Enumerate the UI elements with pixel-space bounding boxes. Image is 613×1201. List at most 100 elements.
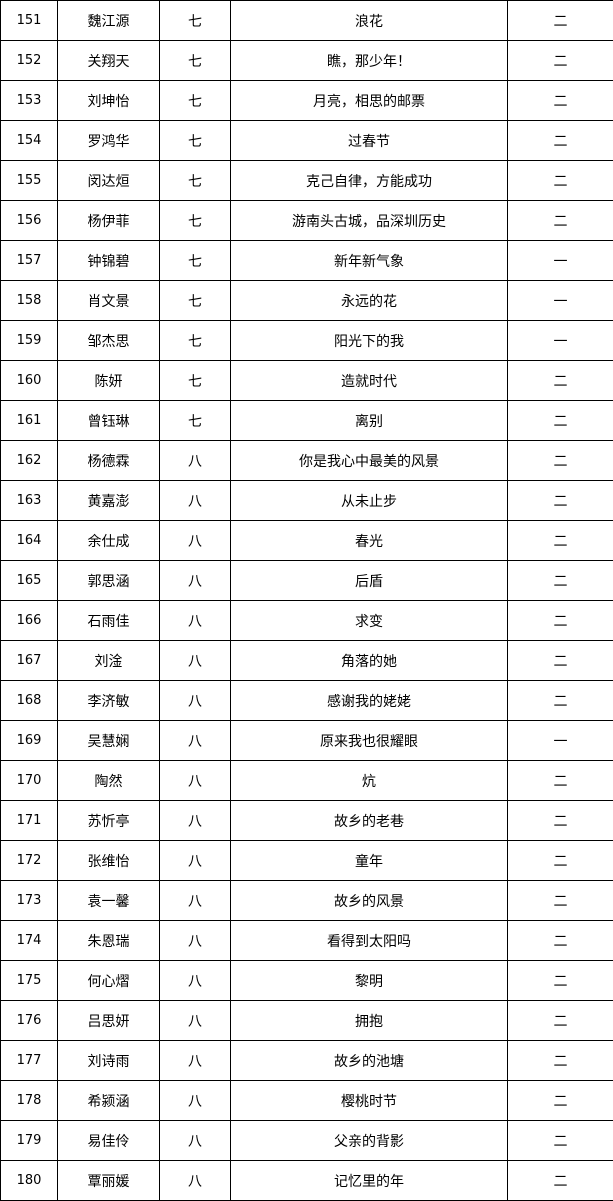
essay-title-cell: 浪花 (230, 0, 508, 41)
serial-number-cell: 171 (0, 800, 58, 841)
grade-cell: 八 (159, 920, 231, 961)
student-name-cell: 何心熠 (57, 960, 160, 1001)
grade-cell: 八 (159, 1040, 231, 1081)
grade-cell: 八 (159, 1080, 231, 1121)
table-row: 158 肖文景七永远的花一 (0, 280, 613, 321)
grade-cell: 七 (159, 120, 231, 161)
award-level-cell: 二 (507, 800, 613, 841)
award-level-cell: 二 (507, 520, 613, 561)
grade-cell: 七 (159, 320, 231, 361)
essay-title-cell: 离别 (230, 400, 508, 441)
table-row: 155 闵达烜七克己自律，方能成功二 (0, 160, 613, 201)
table-row: 163 黄嘉澎八从未止步二 (0, 480, 613, 521)
serial-number-cell: 169 (0, 720, 58, 761)
table-row: 165 郭思涵八后盾二 (0, 560, 613, 601)
student-name-cell: 张维怡 (57, 840, 160, 881)
grade-cell: 七 (159, 80, 231, 121)
serial-number-cell: 164 (0, 520, 58, 561)
table-row: 167 刘淦八角落的她二 (0, 640, 613, 681)
student-name-cell: 吕思妍 (57, 1000, 160, 1041)
award-level-cell: 二 (507, 1000, 613, 1041)
essay-title-cell: 阳光下的我 (230, 320, 508, 361)
student-name-cell: 陶然 (57, 760, 160, 801)
table-row: 168 李济敏八感谢我的姥姥二 (0, 680, 613, 721)
student-name-cell: 陈妍 (57, 360, 160, 401)
student-name-cell: 覃丽媛 (57, 1160, 160, 1201)
serial-number-cell: 160 (0, 360, 58, 401)
table-row: 157 钟锦碧七新年新气象一 (0, 240, 613, 281)
award-level-cell: 二 (507, 360, 613, 401)
student-name-cell: 邹杰思 (57, 320, 160, 361)
grade-cell: 八 (159, 880, 231, 921)
table-row: 161 曾钰琳七离别二 (0, 400, 613, 441)
award-level-cell: 一 (507, 320, 613, 361)
student-name-cell: 希颍涵 (57, 1080, 160, 1121)
table-row: 154 罗鸿华七过春节二 (0, 120, 613, 161)
serial-number-cell: 170 (0, 760, 58, 801)
table-row: 166 石雨佳八求变二 (0, 600, 613, 641)
essay-title-cell: 角落的她 (230, 640, 508, 681)
table-row: 164 余仕成八春光二 (0, 520, 613, 561)
serial-number-cell: 156 (0, 200, 58, 241)
grade-cell: 八 (159, 1000, 231, 1041)
essay-title-cell: 春光 (230, 520, 508, 561)
serial-number-cell: 166 (0, 600, 58, 641)
award-level-cell: 二 (507, 80, 613, 121)
award-level-cell: 二 (507, 400, 613, 441)
grade-cell: 八 (159, 440, 231, 481)
grade-cell: 八 (159, 560, 231, 601)
table-row: 177 刘诗雨八故乡的池塘二 (0, 1040, 613, 1081)
serial-number-cell: 177 (0, 1040, 58, 1081)
serial-number-cell: 152 (0, 40, 58, 81)
student-name-cell: 关翔天 (57, 40, 160, 81)
student-name-cell: 郭思涵 (57, 560, 160, 601)
essay-title-cell: 黎明 (230, 960, 508, 1001)
student-name-cell: 闵达烜 (57, 160, 160, 201)
grade-cell: 八 (159, 800, 231, 841)
student-name-cell: 罗鸿华 (57, 120, 160, 161)
award-level-cell: 二 (507, 120, 613, 161)
essay-title-cell: 记忆里的年 (230, 1160, 508, 1201)
table-row: 152 关翔天七瞧，那少年！二 (0, 40, 613, 81)
essay-title-cell: 拥抱 (230, 1000, 508, 1041)
award-level-cell: 二 (507, 1080, 613, 1121)
grade-cell: 七 (159, 280, 231, 321)
serial-number-cell: 175 (0, 960, 58, 1001)
table-row: 159 邹杰思七阳光下的我一 (0, 320, 613, 361)
serial-number-cell: 154 (0, 120, 58, 161)
award-level-cell: 二 (507, 960, 613, 1001)
serial-number-cell: 174 (0, 920, 58, 961)
essay-title-cell: 求变 (230, 600, 508, 641)
essay-title-cell: 你是我心中最美的风景 (230, 440, 508, 481)
award-level-cell: 二 (507, 880, 613, 921)
essay-title-cell: 过春节 (230, 120, 508, 161)
student-name-cell: 钟锦碧 (57, 240, 160, 281)
student-name-cell: 李济敏 (57, 680, 160, 721)
award-level-cell: 二 (507, 440, 613, 481)
essay-title-cell: 炕 (230, 760, 508, 801)
table-row: 151 魏江源七浪花二 (0, 0, 613, 41)
serial-number-cell: 178 (0, 1080, 58, 1121)
award-level-cell: 二 (507, 760, 613, 801)
essay-title-cell: 瞧，那少年！ (230, 40, 508, 81)
essay-title-cell: 故乡的风景 (230, 880, 508, 921)
award-level-cell: 二 (507, 40, 613, 81)
table-row: 153 刘坤怡七月亮，相思的邮票二 (0, 80, 613, 121)
essay-title-cell: 后盾 (230, 560, 508, 601)
table-row: 179 易佳伶八父亲的背影二 (0, 1120, 613, 1161)
table-row: 172 张维怡八童年二 (0, 840, 613, 881)
serial-number-cell: 153 (0, 80, 58, 121)
grade-cell: 七 (159, 200, 231, 241)
serial-number-cell: 172 (0, 840, 58, 881)
award-level-cell: 二 (507, 1160, 613, 1201)
serial-number-cell: 180 (0, 1160, 58, 1201)
grade-cell: 八 (159, 1160, 231, 1201)
award-level-cell: 二 (507, 920, 613, 961)
table-row: 174 朱恩瑞八看得到太阳吗二 (0, 920, 613, 961)
grade-cell: 八 (159, 640, 231, 681)
grade-cell: 七 (159, 0, 231, 41)
award-level-cell: 二 (507, 200, 613, 241)
award-level-cell: 一 (507, 280, 613, 321)
